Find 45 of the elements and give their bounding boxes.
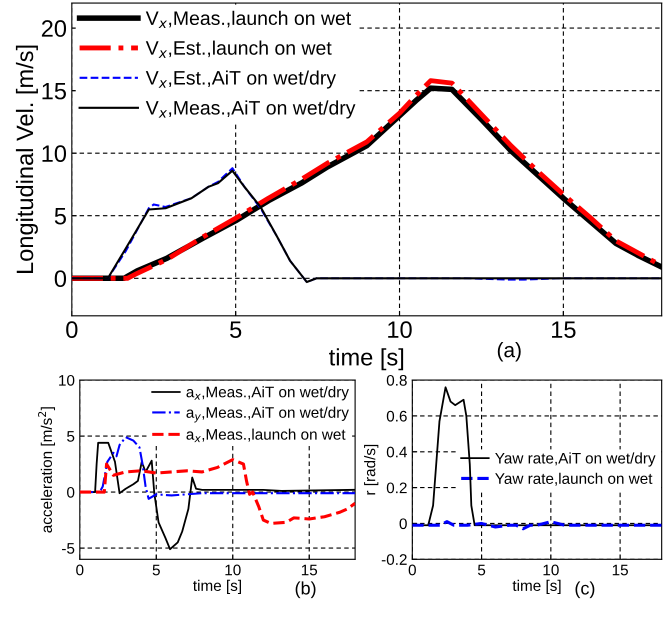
- y-tick-label: 0: [54, 270, 66, 288]
- y-tick-label: 10: [59, 374, 74, 386]
- legend-label: Yaw rate,AiT on wet/dry: [495, 452, 656, 467]
- legend-label: a$_{x}$,Meas.,AiT on wet/dry: [186, 386, 349, 400]
- y-tick-label: 10: [42, 145, 66, 162]
- x-tick-label: 5: [478, 564, 486, 576]
- y-tick-label: 0.2: [386, 482, 407, 494]
- x-tick-label: 10: [225, 564, 241, 576]
- x-tick-label: 15: [302, 564, 318, 576]
- legend-label: a$_{y}$,Meas.,AiT on wet/dry: [186, 406, 349, 422]
- legend-label: a$_{x}$,Meas.,launch on wet: [186, 428, 346, 442]
- y-tick-label: 0: [67, 486, 74, 498]
- y-axis-title: r [rad/s]: [364, 444, 378, 495]
- legend-label: V$_{x}$,Meas.,AiT on wet/dry: [146, 100, 356, 119]
- text: (b): [296, 581, 316, 598]
- text: (c): [576, 581, 594, 598]
- y-tick-label: 5: [54, 208, 66, 225]
- line-series: [412, 520, 662, 530]
- x-tick-label: 15: [552, 322, 576, 338]
- y-tick-label: 0.8: [386, 374, 407, 386]
- legend-label: Yaw rate,launch on wet: [495, 472, 652, 486]
- x-tick-label: 0: [408, 564, 416, 576]
- x-tick-label: 5: [152, 564, 160, 576]
- y-tick-label: 15: [42, 82, 66, 100]
- x-tick-label: 0: [76, 564, 84, 576]
- y-axis-title: Longitudinal Vel. [m/s]: [16, 46, 38, 274]
- y-tick-label: 0: [400, 518, 407, 530]
- legend-label: V$_{x}$,Meas.,launch on wet: [146, 10, 352, 28]
- y-tick-label: -0.2: [382, 554, 407, 565]
- x-tick-label: 15: [612, 564, 628, 576]
- legend-label: V$_{x}$,Est.,AiT on wet/dry: [146, 70, 336, 89]
- y-tick-label: 0.6: [386, 410, 407, 422]
- y-tick-label: -5: [62, 543, 74, 554]
- y-tick-label: 20: [42, 20, 66, 37]
- y-tick-label: 5: [67, 431, 74, 442]
- line-series: [80, 458, 356, 525]
- x-tick-label: 5: [230, 322, 242, 338]
- x-tick-label: 10: [544, 564, 559, 576]
- x-axis-title: time [s]: [193, 580, 241, 594]
- text: (a): [498, 342, 521, 362]
- y-tick-label: 0.4: [386, 446, 407, 458]
- x-axis-title: time [s]: [512, 580, 561, 594]
- y-axis-title: acceleration [m/s$^{2}$]: [38, 407, 56, 533]
- x-axis-title: time [s]: [329, 348, 404, 370]
- legend-label: V$_{x}$,Est.,launch on wet: [146, 40, 332, 58]
